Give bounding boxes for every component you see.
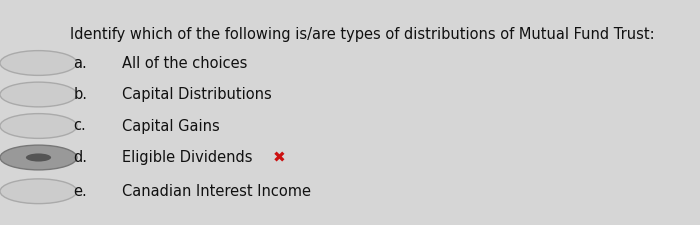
Text: Identify which of the following is/are types of distributions of Mutual Fund Tru: Identify which of the following is/are t…	[70, 27, 654, 42]
Text: Capital Distributions: Capital Distributions	[122, 87, 272, 102]
Circle shape	[0, 51, 77, 75]
Text: Canadian Interest Income: Canadian Interest Income	[122, 184, 312, 199]
Text: a.: a.	[74, 56, 88, 70]
Circle shape	[0, 145, 77, 170]
Circle shape	[26, 153, 51, 162]
Text: d.: d.	[74, 150, 88, 165]
Text: All of the choices: All of the choices	[122, 56, 248, 70]
Text: c.: c.	[74, 119, 86, 133]
Text: ✖: ✖	[273, 150, 286, 165]
Circle shape	[0, 179, 77, 204]
Circle shape	[0, 82, 77, 107]
Text: b.: b.	[74, 87, 88, 102]
Text: Capital Gains: Capital Gains	[122, 119, 220, 133]
Text: e.: e.	[74, 184, 88, 199]
Text: Eligible Dividends: Eligible Dividends	[122, 150, 253, 165]
Circle shape	[0, 114, 77, 138]
